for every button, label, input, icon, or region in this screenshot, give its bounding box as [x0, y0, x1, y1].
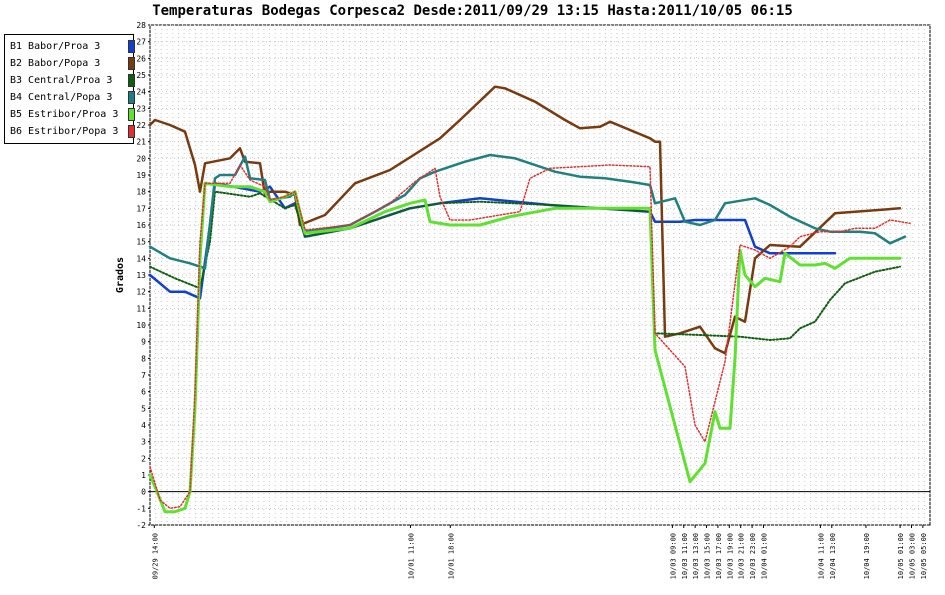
legend-swatch — [128, 91, 135, 104]
x-tick-label: 10/03 15:00 — [704, 533, 712, 579]
legend-label: B6 Estribor/Popa 3 — [10, 126, 119, 137]
y-tick-label: -1 — [136, 504, 146, 513]
x-tick-label: 10/04 19:00 — [863, 533, 871, 579]
series-line-2 — [148, 85, 902, 355]
y-tick-label: 22 — [136, 121, 146, 130]
y-tick-label: 7 — [141, 371, 146, 380]
y-tick-label: 5 — [141, 404, 146, 413]
legend-item: B4 Central/Popa 3 — [10, 91, 135, 105]
y-tick-label: 9 — [141, 338, 146, 347]
x-tick-label: 10/01 11:00 — [407, 533, 415, 579]
series-line-3 — [149, 190, 901, 341]
y-tick-label: 27 — [136, 38, 146, 47]
legend-label: B3 Central/Proa 3 — [10, 75, 113, 86]
x-tick-label: 10/05 01:00 — [897, 533, 905, 579]
chart-title: Temperaturas Bodegas Corpesca2 Desde:201… — [152, 3, 793, 19]
y-tick-label: 0 — [141, 488, 146, 497]
legend-swatch — [128, 57, 135, 70]
legend-item: B2 Babor/Popa 3 — [10, 57, 135, 71]
y-tick-label: 12 — [136, 288, 146, 297]
legend-swatch — [128, 74, 135, 87]
y-tick-label: 24 — [136, 88, 146, 97]
y-tick-label: 10 — [136, 321, 146, 330]
y-tick-label: 13 — [136, 271, 146, 280]
y-tick-label: 6 — [141, 388, 146, 397]
legend-label: B4 Central/Popa 3 — [10, 92, 113, 103]
y-tick-label: 17 — [136, 204, 146, 213]
y-tick-label: 18 — [136, 188, 146, 197]
x-tick-label: 09/29 14:00 — [151, 533, 159, 579]
y-tick-label: -2 — [136, 521, 146, 530]
x-tick-label: 10/03 09:00 — [669, 533, 677, 579]
x-tick-label: 10/03 11:00 — [681, 533, 689, 579]
legend-item: B1 Babor/Proa 3 — [10, 40, 135, 54]
legend-swatch — [128, 40, 135, 53]
series-line-4 — [148, 153, 907, 270]
legend-label: B5 Estribor/Proa 3 — [10, 109, 119, 120]
x-tick-label: 10/03 19:00 — [726, 533, 734, 579]
legend-item: B6 Estribor/Popa 3 — [10, 125, 135, 139]
series-line-6 — [149, 164, 911, 510]
x-tick-label: 10/03 21:00 — [738, 533, 746, 579]
y-tick-label: 8 — [141, 354, 146, 363]
x-tick-label: 10/04 01:00 — [760, 533, 768, 579]
y-tick-label: 19 — [136, 171, 146, 180]
x-tick-label: 10/05 03:00 — [908, 533, 916, 579]
y-tick-label: 14 — [136, 254, 146, 263]
y-tick-label: 25 — [136, 71, 146, 80]
plot-frame — [149, 24, 931, 526]
y-tick-label: 28 — [136, 21, 146, 30]
y-tick-label: 16 — [136, 221, 146, 230]
legend-label: B1 Babor/Proa 3 — [10, 41, 101, 52]
y-tick-label: 23 — [136, 104, 146, 113]
x-tick-label: 10/04 11:00 — [817, 533, 825, 579]
x-tick-label: 10/05 05:00 — [920, 533, 928, 579]
x-tick-label: 10/03 13:00 — [692, 533, 700, 579]
y-axis-label: Grados — [115, 257, 126, 293]
y-tick-label: 11 — [136, 304, 146, 313]
y-tick-label: 3 — [141, 438, 146, 447]
y-tick-label: 20 — [136, 154, 146, 163]
legend-swatch — [128, 125, 135, 138]
legend-item: B3 Central/Proa 3 — [10, 74, 135, 88]
y-tick-label: 1 — [141, 471, 146, 480]
legend-swatch — [128, 108, 135, 121]
x-tick-label: 10/03 23:00 — [749, 533, 757, 579]
legend-item: B5 Estribor/Proa 3 — [10, 108, 135, 122]
legend-label: B2 Babor/Popa 3 — [10, 58, 101, 69]
y-tick-label: 2 — [141, 454, 146, 463]
y-tick-label: 26 — [136, 54, 146, 63]
y-tick-label: 4 — [141, 421, 146, 430]
y-tick-label: 21 — [136, 138, 146, 147]
y-tick-label: 15 — [136, 238, 146, 247]
x-tick-label: 10/04 13:00 — [829, 533, 837, 579]
x-tick-label: 10/01 18:00 — [447, 533, 455, 579]
x-tick-label: 10/03 17:00 — [715, 533, 723, 579]
legend: B1 Babor/Proa 3 B2 Babor/Popa 3 B3 Central… — [4, 34, 135, 144]
